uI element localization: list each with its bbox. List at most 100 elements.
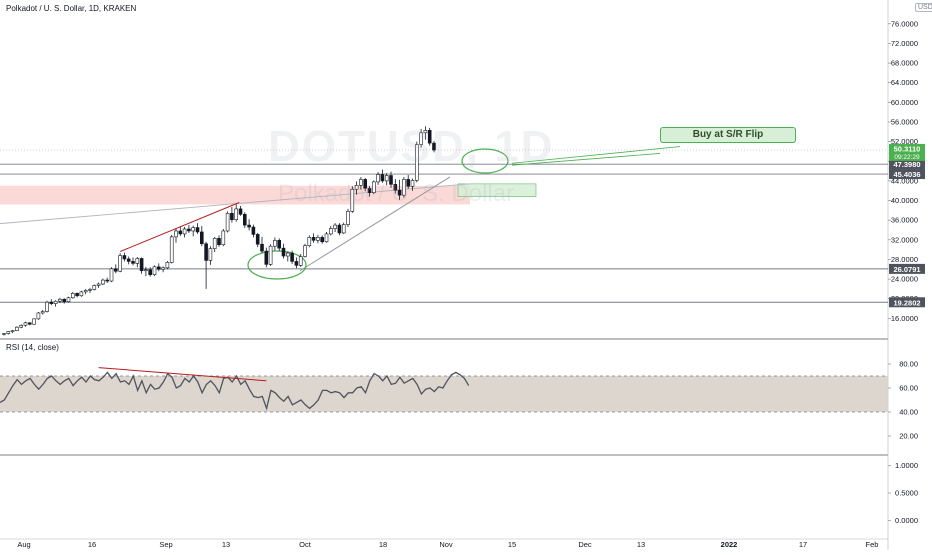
levels-layer [0,149,888,303]
candle-body [320,237,325,243]
x-tick-label: 13 [637,540,645,549]
x-tick-label: Dec [578,540,592,549]
x-tick-label: 15 [508,540,516,549]
candle-body [135,258,140,264]
y-tick-label: 28.0000 [891,255,918,264]
level-label-bg [889,297,925,308]
candle-body [273,240,277,247]
candle-body [238,208,243,215]
x-tick-label: Aug [17,540,30,549]
candle-body [294,261,299,266]
candle-body [346,211,350,225]
level-label: 19.2802 [893,298,920,307]
level-label: 47.3980 [893,160,920,169]
watermark-symbol: DOTUSD, 1D [268,122,555,171]
y-tick-label: 1.0000 [895,461,918,470]
candle-body [397,189,402,196]
candle-body [402,179,406,196]
watermark-name: Polkadot / U. S. Dollar [278,180,515,207]
candle-body [298,256,303,266]
candle-body [307,237,312,247]
candle-body [109,268,114,282]
callout-pointer-top [511,146,681,164]
candle-body [251,226,256,235]
level-label-bg [889,263,925,274]
candle-body [32,318,36,325]
y-tick-label: 0.5000 [895,489,918,498]
candle-body [419,132,423,145]
y-tick-label: 16.0000 [891,314,918,323]
candle-body [410,180,415,187]
x-tick-label: 17 [799,540,807,549]
candle-body [264,250,269,265]
countdown-label: 09:22:29 [894,154,920,161]
y-tick-label: 56.0000 [891,118,918,127]
candle-body [191,227,195,232]
candle-body [337,224,342,234]
x-tick-label: 18 [379,540,387,549]
y-tick-label: 40.0000 [891,196,918,205]
candle-body [83,290,88,293]
candle-body [105,279,109,282]
candle-body [389,175,393,185]
rsi-title: RSI (14, close) [6,343,59,352]
candle-body [341,224,346,234]
callout-pointer-bottom [511,153,661,166]
candle-body [92,285,97,290]
candle-body [62,298,67,302]
candle-body [2,333,6,335]
candle-body [208,248,213,261]
y-tick-label: 20.00 [899,432,918,441]
candle-body [285,252,290,257]
candle-body [247,224,251,228]
rsi-band [0,376,888,412]
candle-body [75,293,79,297]
candle-body [165,262,170,269]
candle-body [221,230,226,246]
candle-body [432,142,436,151]
candle-body [187,228,191,232]
candle-body [290,252,294,262]
current-price-label: 50.3110 [894,144,921,153]
y-tick-label: 68.0000 [891,59,918,68]
candle-body [195,227,200,233]
candle-body [139,258,144,272]
candle-body [393,184,398,191]
y-tick-label: 72.0000 [891,39,918,48]
candle-body [384,175,389,182]
y-tick-label: 60.0000 [891,98,918,107]
candle-body [316,237,320,241]
level-label-bg [889,169,925,180]
candle-body [376,174,380,183]
currency-label[interactable]: USD [915,3,932,12]
candle-body [324,233,329,243]
y-tick-label: 36.0000 [891,216,918,225]
x-tick-label: 13 [222,540,230,549]
candle-body [260,243,264,252]
candle-body [122,255,127,260]
candle-body [66,297,71,302]
callout-label[interactable]: Buy at S/R Flip [660,127,796,143]
y-tick-label: 60.00 [899,384,918,393]
candle-body [217,238,221,246]
candle-body [200,231,204,245]
current-price-label-bg [889,143,925,161]
candle-body [423,130,428,134]
candle-body [174,230,178,238]
price-trendline-red [119,202,240,253]
candle-body [328,228,333,235]
rising-support-line [299,176,451,272]
candle-body [243,213,247,226]
candle-body [225,213,230,232]
y-tick-label: 80.00 [899,360,918,369]
candle-body [234,208,238,220]
y-tick-label: 24.0000 [891,275,918,284]
level-label-bg [889,159,925,170]
chart-background [0,0,889,550]
rsi-layer [0,367,888,413]
x-tick-label: 2022 [721,540,738,549]
candle-body [311,237,316,241]
level-label: 45.4036 [893,170,920,179]
